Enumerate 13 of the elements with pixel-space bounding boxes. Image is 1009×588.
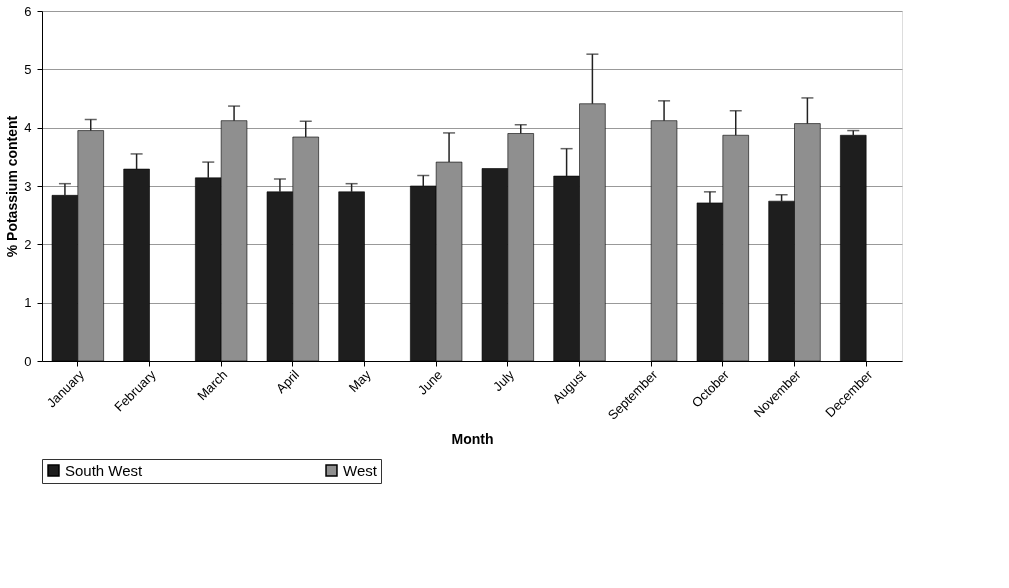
legend-label: South West xyxy=(65,461,144,479)
x-tick-label: May xyxy=(345,366,375,396)
legend-label: West xyxy=(343,461,378,479)
y-tick-label: 5 xyxy=(24,61,32,77)
y-tick-label: 2 xyxy=(24,236,32,252)
y-tick-label: 1 xyxy=(24,295,32,311)
y-tick-label: 6 xyxy=(24,3,32,19)
y-axis-title: % Potassium content xyxy=(4,115,21,258)
x-tick-label: July xyxy=(490,366,518,395)
x-axis-title: Month xyxy=(451,430,494,447)
y-tick-label: 3 xyxy=(24,178,32,194)
y-tick-label: 0 xyxy=(24,353,32,369)
y-tick-label: 4 xyxy=(24,120,32,136)
